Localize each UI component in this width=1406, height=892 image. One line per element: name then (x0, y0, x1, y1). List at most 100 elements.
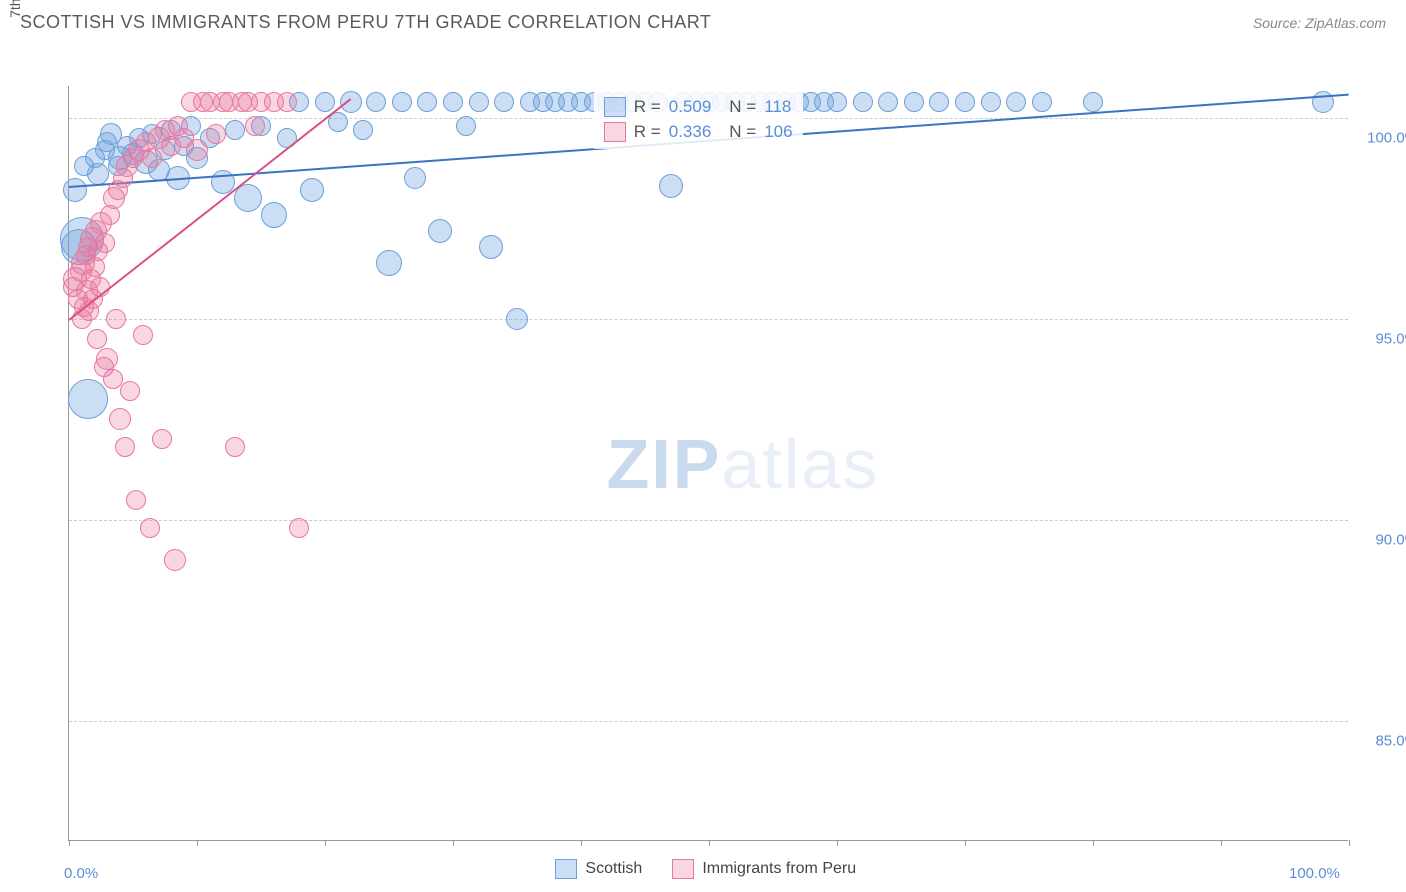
scatter-point (404, 167, 426, 189)
scatter-point (289, 518, 309, 538)
legend-item: Scottish (555, 859, 642, 879)
stat-r-value: 0.336 (669, 119, 712, 145)
scatter-point (456, 116, 476, 136)
scatter-point (63, 178, 87, 202)
stat-label: N = (729, 94, 756, 120)
legend-swatch (672, 859, 694, 879)
ytick-label: 90.0% (1375, 531, 1406, 548)
scatter-point (853, 92, 873, 112)
chart-title: SCOTTISH VS IMMIGRANTS FROM PERU 7TH GRA… (20, 12, 711, 33)
bottom-legend: Scottish Immigrants from Peru (555, 859, 856, 879)
xtick (837, 840, 838, 846)
scatter-point (186, 139, 208, 161)
ytick-label: 100.0% (1367, 130, 1406, 147)
scatter-point (133, 325, 153, 345)
scatter-point (353, 120, 373, 140)
stats-box: R = 0.509 N = 118 R = 0.336 N = 106 (594, 90, 803, 149)
scatter-point (929, 92, 949, 112)
scatter-point (225, 120, 245, 140)
scatter-point (120, 381, 140, 401)
scatter-point (68, 379, 108, 419)
scatter-point (392, 92, 412, 112)
xtick (325, 840, 326, 846)
legend-swatch (555, 859, 577, 879)
y-axis-label: 7th Grade (7, 0, 23, 18)
xtick (581, 840, 582, 846)
watermark: ZIPatlas (607, 424, 880, 504)
scatter-point (904, 92, 924, 112)
scatter-point (277, 92, 297, 112)
gridline (69, 319, 1348, 320)
scatter-point (225, 437, 245, 457)
scatter-point (827, 92, 847, 112)
scatter-point (955, 92, 975, 112)
scatter-point (981, 92, 1001, 112)
scatter-point (479, 235, 503, 259)
xtick (1221, 840, 1222, 846)
scatter-point (1032, 92, 1052, 112)
xtick (1093, 840, 1094, 846)
stats-row: R = 0.336 N = 106 (604, 119, 793, 145)
scatter-point (469, 92, 489, 112)
xtick (1349, 840, 1350, 846)
scatter-point (659, 174, 683, 198)
scatter-point (315, 92, 335, 112)
scatter-point (376, 250, 402, 276)
ytick-label: 85.0% (1375, 732, 1406, 749)
scatter-point (126, 490, 146, 510)
gridline (69, 520, 1348, 521)
scatter-point (109, 408, 131, 430)
xtick (965, 840, 966, 846)
xtick (197, 840, 198, 846)
xtick (453, 840, 454, 846)
chart-source: Source: ZipAtlas.com (1253, 15, 1386, 31)
scatter-point (234, 184, 262, 212)
legend-swatch (604, 122, 626, 142)
stat-label: N = (729, 119, 756, 145)
legend-label: Immigrants from Peru (702, 860, 856, 878)
scatter-point (443, 92, 463, 112)
gridline (69, 721, 1348, 722)
chart-header: SCOTTISH VS IMMIGRANTS FROM PERU 7TH GRA… (0, 0, 1406, 41)
legend-label: Scottish (585, 860, 642, 878)
xtick (709, 840, 710, 846)
scatter-point (106, 309, 126, 329)
scatter-point (494, 92, 514, 112)
scatter-point (261, 202, 287, 228)
scatter-point (152, 429, 172, 449)
scatter-point (164, 549, 186, 571)
scatter-point (1006, 92, 1026, 112)
stat-n-value: 106 (764, 119, 792, 145)
scatter-point (428, 219, 452, 243)
legend-item: Immigrants from Peru (672, 859, 856, 879)
scatter-point (245, 116, 265, 136)
xtick-label: 0.0% (64, 865, 98, 882)
stats-row: R = 0.509 N = 118 (604, 94, 793, 120)
scatter-point (96, 348, 118, 370)
scatter-point (417, 92, 437, 112)
scatter-point (878, 92, 898, 112)
stat-label: R = (634, 119, 661, 145)
scatter-point (300, 178, 324, 202)
scatter-point (277, 128, 297, 148)
stat-n-value: 118 (764, 94, 791, 120)
legend-swatch (604, 97, 626, 117)
scatter-point (142, 148, 162, 168)
xtick-label: 100.0% (1289, 865, 1340, 882)
scatter-point (103, 369, 123, 389)
scatter-point (115, 437, 135, 457)
stat-label: R = (634, 94, 661, 120)
scatter-point (95, 233, 115, 253)
scatter-point (140, 518, 160, 538)
stat-r-value: 0.509 (669, 94, 712, 120)
scatter-point (366, 92, 386, 112)
plot-area: 100.0%95.0%90.0%85.0%0.0%100.0%ZIPatlasR… (68, 86, 1348, 841)
scatter-point (340, 91, 362, 113)
xtick (69, 840, 70, 846)
scatter-point (506, 308, 528, 330)
scatter-point (206, 124, 226, 144)
scatter-point (87, 163, 109, 185)
scatter-point (87, 329, 107, 349)
ytick-label: 95.0% (1375, 330, 1406, 347)
scatter-point (1083, 92, 1103, 112)
